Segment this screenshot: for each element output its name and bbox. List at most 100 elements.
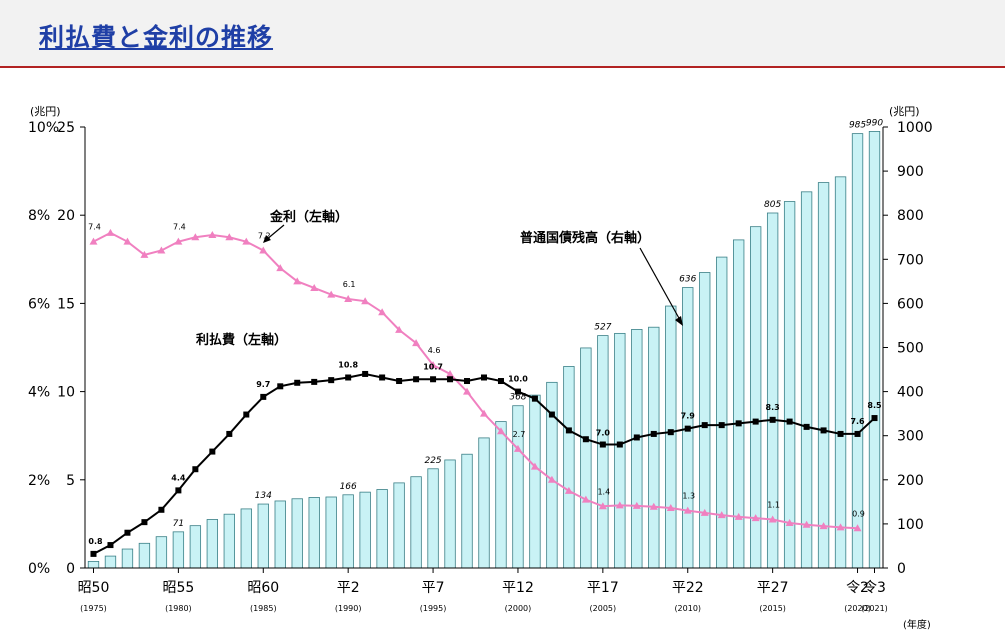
x-tick-sublabel: (2021) — [861, 604, 888, 613]
bar-debt-1982 — [206, 519, 219, 569]
interest-payment-value-label: 10.0 — [508, 375, 528, 384]
interest-rate-annotation: 金利（左軸） — [269, 209, 348, 225]
bar-debt-1983 — [223, 513, 235, 569]
left-axis-unit: (兆円) — [30, 105, 61, 118]
interest-payment-value-label: 0.8 — [88, 537, 103, 546]
interest-payment-point-1993 — [396, 378, 403, 385]
interest-rate-point-1980 — [174, 237, 183, 245]
right-tick-label: 1000 — [897, 120, 933, 136]
x-tick-label: 昭55 — [162, 580, 194, 596]
bar-debt-1987 — [291, 498, 303, 569]
interest-payment-point-2001 — [531, 395, 538, 402]
left-tick-label: 0 — [66, 561, 75, 577]
interest-rate-point-2004 — [581, 495, 590, 503]
interest-payment-point-1977 — [124, 529, 131, 536]
bar-debt-1995 — [427, 468, 439, 569]
x-tick-sublabel: (1980) — [165, 604, 192, 613]
interest-rate-point-2019 — [836, 523, 845, 531]
x-tick-label: 昭50 — [78, 580, 110, 596]
right-tick-label: 900 — [897, 164, 924, 180]
right-tick-label: 300 — [897, 429, 924, 445]
pct-tick-label: 4% — [28, 385, 50, 401]
interest-payment-point-2008 — [650, 430, 657, 437]
bar-debt-1989 — [325, 496, 337, 569]
interest-rate-value-label: 7.4 — [173, 223, 186, 232]
x-tick-label: 令2 — [846, 580, 869, 596]
pct-tick-label: 2% — [28, 473, 50, 489]
interest-payment-point-1997 — [464, 378, 471, 385]
interest-payment-point-1992 — [379, 374, 386, 381]
interest-payment-point-2011 — [701, 422, 708, 429]
left-tick-label: 15 — [57, 296, 75, 312]
bar-debt-1988 — [308, 497, 320, 569]
interest-payment-point-2017 — [803, 423, 810, 430]
interest-payment-value-label: 8.3 — [766, 403, 780, 412]
x-tick-label: 平22 — [672, 580, 704, 596]
interest-rate-point-1997 — [463, 387, 472, 395]
pct-tick-label: 0% — [28, 561, 50, 577]
bar-value-label: 166 — [340, 482, 357, 492]
interest-payment-point-2012 — [718, 422, 725, 429]
bar-debt-2020 — [851, 133, 864, 569]
interest-payment-point-1984 — [243, 411, 250, 418]
interest-payment-point-1980 — [175, 487, 182, 494]
right-tick-label: 100 — [897, 517, 924, 533]
right-tick-label: 500 — [897, 341, 924, 357]
bar-debt-2015 — [766, 212, 779, 569]
interest-rate-point-2020 — [853, 524, 862, 532]
bar-debt-2018 — [817, 182, 830, 569]
rate-leader-arrow — [263, 235, 271, 243]
interest-payment-point-1986 — [277, 383, 284, 390]
bar-debt-1994 — [410, 476, 422, 569]
interest-rate-point-2001 — [530, 462, 539, 470]
bar-debt-2003 — [563, 366, 575, 569]
x-tick-label: 平27 — [757, 580, 789, 596]
interest-rate-point-2007 — [632, 501, 641, 509]
interest-rate-point-1984 — [242, 237, 251, 245]
interest-rate-value-label: 4.6 — [428, 346, 441, 355]
interest-rate-point-1993 — [395, 325, 404, 333]
interest-rate-point-1990 — [344, 294, 353, 302]
interest-rate-value-label: 2.7 — [513, 430, 526, 439]
interest-rate-value-label: 0.9 — [852, 509, 865, 518]
bar-value-label: 985 — [849, 121, 866, 131]
interest-rate-value-label: 7.2 — [258, 231, 271, 240]
bar-debt-2008 — [648, 326, 660, 569]
interest-payment-value-label: 7.0 — [596, 429, 611, 438]
interest-payment-point-2006 — [616, 441, 623, 448]
interest-payment-point-2018 — [820, 427, 827, 434]
bar-debt-1975 — [87, 560, 100, 569]
interest-payment-point-1989 — [328, 377, 335, 384]
left-tick-label: 5 — [66, 473, 75, 489]
x-tick-sublabel: (2000) — [505, 604, 532, 613]
interest-rate-point-1977 — [123, 237, 132, 245]
interest-payment-point-1996 — [447, 376, 454, 383]
interest-payment-point-2003 — [565, 427, 572, 434]
bar-value-label: 368 — [509, 393, 526, 403]
interest-rate-point-2011 — [700, 508, 709, 516]
interest-rate-line — [93, 231, 858, 530]
interest-payment-point-1983 — [226, 430, 233, 437]
bar-debt-2006 — [614, 332, 626, 569]
interest-rate-point-1978 — [140, 250, 149, 258]
x-axis-unit: (年度) — [903, 618, 931, 631]
bar-value-label: 527 — [594, 323, 611, 333]
interest-rate-point-2017 — [802, 520, 811, 528]
interest-rate-point-1988 — [310, 283, 319, 291]
bar-debt-2016 — [783, 201, 796, 569]
left-tick-label: 20 — [57, 208, 75, 224]
rate-leader-line — [265, 224, 285, 241]
interest-payment-point-1998 — [481, 374, 487, 381]
interest-payment-point-2002 — [548, 411, 555, 418]
interest-rate-point-1994 — [412, 339, 421, 347]
interest-payment-point-1991 — [362, 370, 369, 377]
interest-payment-point-2010 — [684, 425, 691, 432]
bar-debt-1991 — [359, 491, 371, 569]
interest-payment-point-1982 — [209, 448, 216, 455]
bar-debt-2011 — [699, 272, 711, 569]
pct-tick-label: 10% — [28, 120, 59, 136]
interest-payment-point-1987 — [294, 379, 301, 386]
bar-debt-1976 — [104, 555, 117, 569]
left-tick-label: 25 — [57, 120, 75, 136]
